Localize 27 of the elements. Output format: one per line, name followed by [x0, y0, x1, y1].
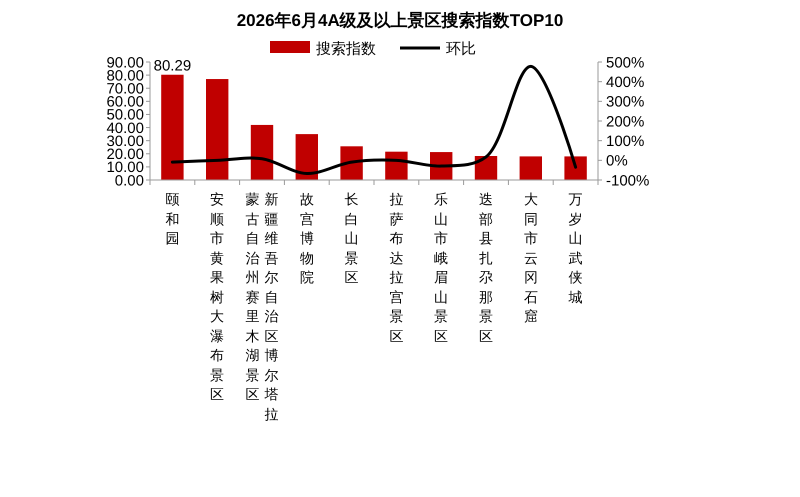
bar — [161, 74, 184, 180]
bar — [250, 124, 274, 180]
x-tick-label: 迭部县扎尕那景区 — [479, 190, 493, 346]
legend-label: 搜索指数 — [316, 40, 376, 58]
x-tick-label: 拉萨布达拉宫景区 — [389, 190, 404, 346]
bar — [206, 79, 228, 180]
data-label: 80.29 — [154, 58, 192, 75]
y2-tick-label: -100% — [606, 172, 650, 190]
x-tick-label: 长白山景区 — [344, 190, 359, 287]
bar — [520, 156, 542, 180]
y2-tick-label: 400% — [606, 74, 644, 91]
category-label: 新疆维吾尔自治区博尔塔拉蒙古自治州赛里木湖景区 — [246, 191, 278, 422]
x-tick-label: 故宫博物院 — [300, 190, 314, 287]
x-tick-label: 万岁山武侠城 — [568, 190, 583, 306]
x-tick-label: 大同市云冈石窟 — [524, 190, 538, 326]
bar — [564, 156, 587, 180]
x-tick-label: 颐和园 — [165, 190, 180, 248]
y2-tick-label: 500% — [606, 54, 644, 72]
category-label: 安顺市黄果树大瀑布景区 — [210, 191, 224, 402]
y2-tick-label: 100% — [606, 132, 644, 150]
y2-tick-label: 0% — [606, 152, 628, 170]
y2-tick-label: 300% — [606, 94, 644, 111]
chart-title: 2026年6月4A级及以上景区搜索指数TOP10 — [236, 11, 564, 30]
bar — [296, 134, 318, 180]
legend-label: 环比 — [446, 40, 476, 58]
x-tick-label: 乐山市峨眉山景区 — [434, 190, 448, 346]
y2-tick-label: 200% — [606, 113, 644, 130]
